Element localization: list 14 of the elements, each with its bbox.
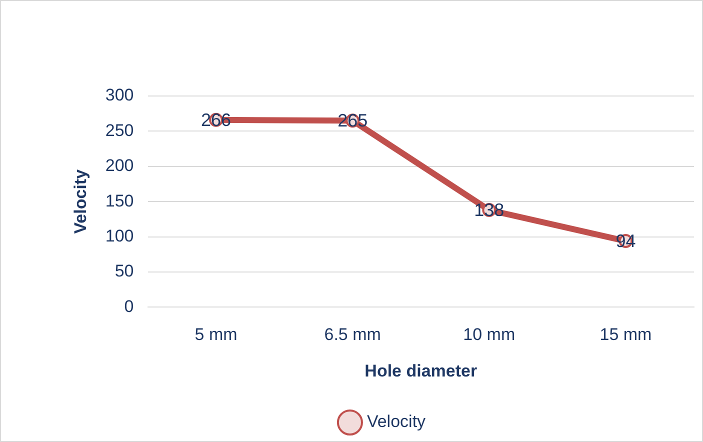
y-tick-label: 200 xyxy=(105,156,134,176)
y-tick-label: 50 xyxy=(114,262,134,281)
x-axis-title: Hole diameter xyxy=(364,361,478,380)
legend-label: Velocity xyxy=(366,412,426,432)
y-tick-label: 300 xyxy=(105,86,134,105)
y-tick-label: 0 xyxy=(124,296,134,316)
y-tick-label: 250 xyxy=(105,120,134,140)
y-tick-label: 100 xyxy=(105,226,134,246)
x-tick-label: 15 mm xyxy=(600,325,652,344)
x-tick-label: 6.5 mm xyxy=(324,325,381,344)
y-tick-label: 150 xyxy=(105,191,134,210)
y-axis-title: Velocity xyxy=(70,168,90,234)
x-tick-label: 10 mm xyxy=(463,325,516,344)
x-tick-label: 5 mm xyxy=(194,325,238,344)
